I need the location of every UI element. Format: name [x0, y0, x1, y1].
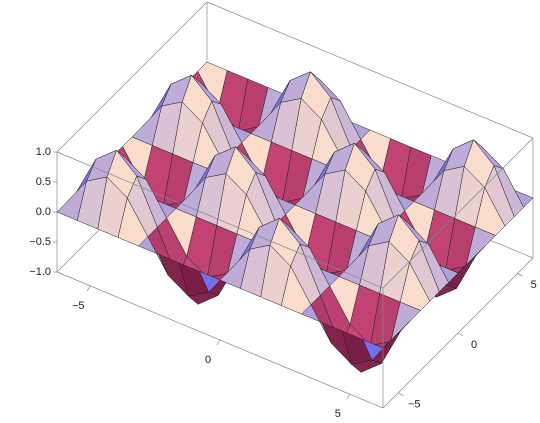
z-tick-label: −0.5 — [29, 236, 51, 248]
box-edge — [382, 137, 534, 289]
y-tick — [457, 332, 464, 337]
x-tick — [86, 285, 91, 292]
z-tick-label: −1.0 — [29, 266, 51, 278]
z-tick-label: 0.5 — [36, 176, 51, 188]
y-tick — [398, 392, 404, 397]
x-tick-label: 0 — [205, 354, 211, 366]
box-edge — [56, 1, 208, 153]
y-tick-label: −5 — [408, 399, 421, 411]
z-tick-label: 1.0 — [36, 146, 51, 158]
z-tick-label: 0.0 — [36, 206, 51, 218]
x-tick-label: 5 — [335, 408, 341, 420]
y-tick-label: 0 — [471, 339, 477, 351]
x-tick — [346, 393, 351, 400]
x-tick-label: −5 — [72, 300, 85, 312]
y-tick — [517, 272, 523, 277]
surface-patch — [362, 338, 393, 361]
y-tick-label: 5 — [531, 279, 537, 291]
box-edge — [206, 1, 534, 139]
x-tick — [216, 339, 221, 346]
box-edge — [56, 151, 384, 289]
